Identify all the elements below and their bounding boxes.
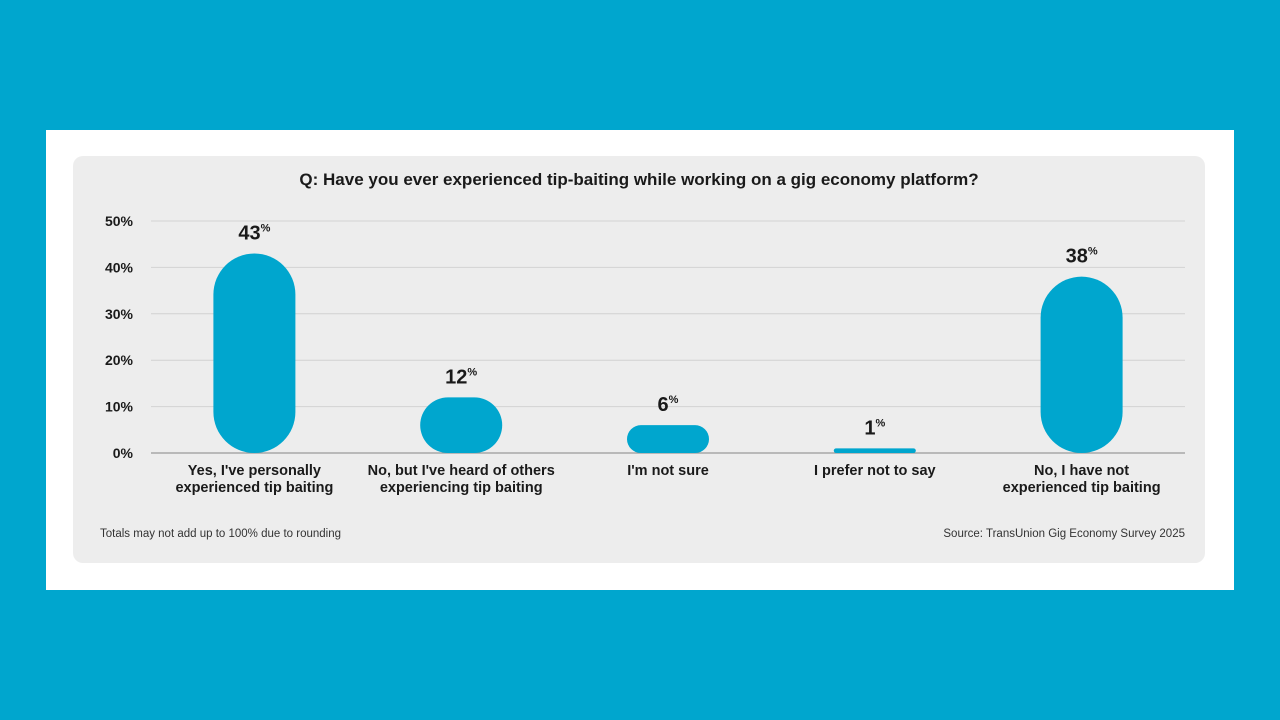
- y-tick-label: 30%: [105, 306, 134, 322]
- data-label: 1%: [864, 417, 885, 439]
- data-label: 12%: [445, 366, 477, 388]
- white-panel: Q: Have you ever experienced tip-baiting…: [46, 130, 1234, 590]
- category-label: No, I have not experienced tip baiting: [1003, 463, 1161, 496]
- y-tick-label: 40%: [105, 259, 134, 275]
- category-label: I'm not sure: [627, 463, 709, 479]
- y-tick-label: 10%: [105, 399, 134, 415]
- category-label: Yes, I've personally experienced tip bait…: [175, 463, 333, 496]
- y-tick-label: 20%: [105, 352, 134, 368]
- bar: [213, 253, 296, 453]
- y-tick-label: 50%: [105, 213, 134, 229]
- bar: [1040, 276, 1123, 453]
- data-label: 43%: [238, 222, 270, 244]
- y-tick-label: 0%: [113, 445, 134, 461]
- source-note: Source: TransUnion Gig Economy Survey 20…: [943, 528, 1185, 540]
- category-label: I prefer not to say: [814, 463, 936, 479]
- chart-card: Q: Have you ever experienced tip-baiting…: [73, 156, 1205, 563]
- rounding-footnote: Totals may not add up to 100% due to rou…: [100, 528, 342, 540]
- data-label: 6%: [658, 394, 679, 416]
- category-label: No, but I've heard of others experiencing…: [368, 463, 555, 496]
- bar: [627, 425, 709, 453]
- bar: [420, 397, 503, 453]
- chart-title: Q: Have you ever experienced tip-baiting…: [299, 170, 979, 189]
- bar-chart: 0% 10% 20% 30% 40% 50% 43% Yes, I've personally…: [105, 213, 1185, 496]
- data-label: 38%: [1066, 246, 1098, 268]
- bar: [833, 448, 916, 453]
